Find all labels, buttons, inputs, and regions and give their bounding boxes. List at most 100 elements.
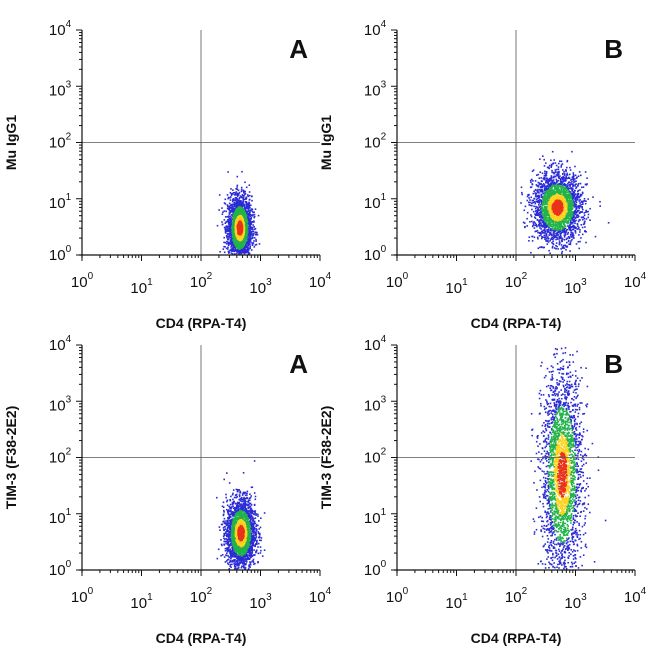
event-point bbox=[248, 227, 251, 230]
event-point bbox=[537, 209, 539, 211]
event-point bbox=[564, 244, 566, 247]
event-point bbox=[546, 199, 549, 201]
event-point bbox=[550, 165, 553, 167]
event-point bbox=[572, 172, 575, 174]
event-point bbox=[553, 230, 556, 233]
event-point bbox=[244, 181, 246, 184]
event-point bbox=[250, 216, 253, 219]
event-point bbox=[570, 222, 572, 225]
event-point bbox=[538, 191, 540, 194]
event-point bbox=[248, 206, 251, 208]
event-point bbox=[571, 210, 573, 213]
event-point bbox=[246, 217, 249, 220]
event-point bbox=[562, 189, 565, 191]
event-point bbox=[561, 163, 564, 165]
event-point bbox=[249, 218, 251, 220]
event-point bbox=[542, 229, 545, 231]
event-point bbox=[240, 246, 243, 249]
event-point bbox=[560, 196, 562, 199]
event-point bbox=[249, 209, 252, 211]
event-point bbox=[547, 217, 549, 219]
event-point bbox=[539, 222, 542, 224]
event-point bbox=[242, 190, 245, 193]
event-point bbox=[241, 208, 244, 210]
event-point bbox=[569, 250, 571, 252]
event-point bbox=[572, 200, 575, 202]
event-point bbox=[557, 189, 560, 192]
event-point bbox=[245, 251, 247, 253]
event-point bbox=[552, 171, 555, 174]
event-point bbox=[536, 174, 538, 176]
event-point bbox=[246, 249, 249, 251]
event-point bbox=[551, 241, 553, 244]
event-point bbox=[231, 218, 233, 220]
event-point bbox=[248, 237, 251, 239]
event-point bbox=[565, 249, 567, 251]
event-point bbox=[247, 204, 250, 206]
event-point bbox=[249, 213, 252, 216]
event-point bbox=[238, 252, 240, 255]
event-point bbox=[581, 207, 583, 209]
event-point bbox=[571, 178, 573, 181]
event-point bbox=[528, 201, 530, 204]
event-point bbox=[247, 239, 250, 242]
event-point bbox=[577, 185, 579, 187]
event-point bbox=[569, 224, 571, 226]
event-point bbox=[572, 232, 574, 234]
event-point bbox=[522, 221, 525, 224]
event-point bbox=[583, 212, 586, 214]
event-point bbox=[572, 235, 574, 238]
event-point bbox=[550, 227, 552, 230]
event-point bbox=[216, 224, 219, 227]
event-point bbox=[553, 234, 555, 236]
event-point bbox=[541, 184, 544, 186]
event-point bbox=[567, 184, 569, 186]
event-point bbox=[230, 214, 233, 216]
event-point bbox=[571, 213, 574, 216]
event-point bbox=[534, 230, 537, 233]
event-point bbox=[246, 246, 248, 248]
event-point bbox=[224, 230, 227, 232]
event-point bbox=[559, 226, 561, 228]
event-point bbox=[537, 207, 539, 210]
event-point bbox=[524, 225, 526, 228]
event-point bbox=[252, 233, 254, 236]
event-point bbox=[561, 250, 564, 253]
event-point bbox=[536, 211, 539, 213]
event-point bbox=[571, 221, 573, 224]
event-point bbox=[550, 190, 553, 192]
event-point bbox=[257, 214, 260, 217]
event-point bbox=[253, 246, 256, 248]
event-point bbox=[607, 222, 610, 224]
event-point bbox=[559, 192, 562, 195]
event-point bbox=[250, 249, 253, 251]
event-point bbox=[566, 160, 569, 163]
event-point bbox=[577, 182, 580, 185]
event-point bbox=[232, 192, 235, 194]
event-point bbox=[556, 232, 559, 234]
event-point bbox=[250, 230, 252, 233]
event-point bbox=[571, 193, 574, 195]
event-point bbox=[544, 238, 546, 240]
event-point bbox=[544, 193, 546, 195]
event-point bbox=[544, 172, 546, 175]
event-point bbox=[223, 245, 225, 248]
event-point bbox=[582, 201, 584, 204]
event-point bbox=[586, 183, 588, 185]
event-point bbox=[559, 219, 562, 221]
event-point bbox=[565, 200, 567, 202]
event-point bbox=[571, 183, 574, 186]
event-point bbox=[240, 188, 243, 191]
event-point bbox=[229, 204, 232, 206]
event-point bbox=[564, 177, 567, 180]
event-point bbox=[223, 236, 225, 239]
event-point bbox=[562, 191, 565, 194]
event-point bbox=[560, 191, 563, 193]
event-point bbox=[543, 208, 546, 210]
event-point bbox=[540, 232, 542, 235]
event-point bbox=[251, 210, 254, 213]
event-point bbox=[520, 202, 522, 204]
event-point bbox=[557, 175, 560, 178]
event-point bbox=[230, 219, 233, 221]
